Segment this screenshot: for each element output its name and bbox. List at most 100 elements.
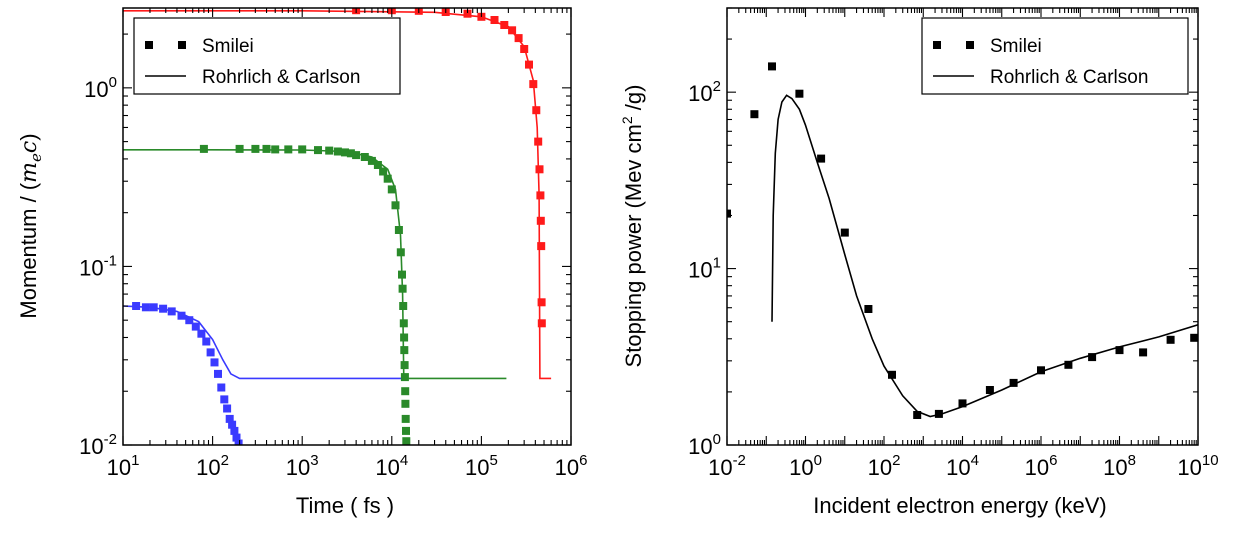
momentum-series-0-point-15	[223, 404, 232, 413]
momentum-series-1-point-12	[352, 151, 361, 160]
stopping-power-series-0-point-16	[1115, 346, 1124, 355]
momentum-series-0-point-6	[185, 316, 194, 325]
momentum-series-1-point-22	[398, 270, 406, 279]
stopping-power-series-0-point-14	[1064, 360, 1073, 369]
momentum-series-0-point-7	[191, 322, 200, 331]
stopping-power-series-0-point-19	[1190, 333, 1198, 342]
stopping-power-y-axis-title-tail: /g)	[621, 85, 646, 117]
momentum-series-1-point-7	[314, 146, 322, 155]
momentum-series-1-point-23	[398, 284, 407, 293]
stopping-power-series-0-point-7	[888, 370, 896, 379]
stopping-power-y-axis-title: Stopping power (Mev cm2 /g)	[619, 85, 646, 368]
momentum-chart: 101 102 103 104 105 106 10-2 10-1 100 Time ( fs …	[16, 7, 587, 518]
momentum-x-tick-label-4: 105	[465, 452, 498, 480]
momentum-series-0-point-4	[167, 307, 176, 316]
stopping-power-x-tick-label-0: 10-2	[708, 452, 746, 480]
stopping-power-series-0-point-17	[1139, 348, 1148, 357]
momentum-series-1-point-19	[391, 201, 400, 210]
stopping-power-x-tick-label-1: 100	[789, 452, 822, 480]
stopping-power-x-tick-label-3: 104	[946, 452, 979, 480]
momentum-series-1-point-0	[199, 144, 208, 153]
momentum-y-axis-title-mass: m	[17, 162, 42, 183]
momentum-series-0-point-20	[234, 439, 243, 445]
momentum-series-1-point-6	[298, 145, 307, 154]
momentum-series-0-point-10	[206, 348, 215, 357]
momentum-y-axis-title-close: )	[16, 133, 41, 140]
momentum-series-0-point-2	[149, 303, 158, 312]
stopping-power-series-0-point-10	[958, 399, 967, 408]
momentum-series-2-point-15	[535, 165, 544, 174]
momentum-series-0-point-13	[217, 383, 226, 392]
stopping-power-series-0-point-13	[1037, 366, 1045, 375]
stopping-power-x-tick-label-4: 106	[1025, 452, 1058, 480]
stopping-power-legend-label-rohrlich: Rohrlich & Carlson	[990, 67, 1148, 88]
momentum-y-axis-title-text: Momentum / (	[16, 182, 41, 318]
momentum-series-1-point-31	[401, 399, 410, 408]
momentum-series-1-point-28	[400, 361, 409, 370]
stopping-power-x-tick-label-2: 102	[868, 452, 901, 480]
stopping-power-series-0-point-9	[934, 409, 943, 418]
momentum-series-1-point-3	[262, 144, 271, 153]
stopping-power-x-tick-label-5: 108	[1103, 452, 1136, 480]
momentum-series-0-point-17	[228, 420, 237, 429]
momentum-series-1-point-34	[402, 437, 411, 445]
stopping-power-y-tick-label-0: 100	[688, 431, 721, 459]
momentum-y-axis-title-mass-sub: e	[27, 153, 45, 162]
momentum-series-2-point-11	[525, 60, 533, 69]
stopping-power-series-0-point-1	[750, 110, 759, 119]
momentum-series-2-point-20	[537, 319, 546, 328]
momentum-series-0-point-16	[225, 414, 234, 423]
momentum-series-0-point-19	[232, 433, 241, 442]
stopping-power-legend-label-smilei: Smilei	[990, 36, 1042, 57]
momentum-series-1-point-16	[379, 167, 388, 176]
momentum-legend: Smilei Rohrlich & Carlson	[133, 17, 401, 95]
momentum-series-1-point-5	[284, 145, 293, 154]
stopping-power-x-axis-title: Incident electron energy (keV)	[813, 493, 1107, 518]
momentum-x-tick-label-3: 104	[375, 452, 408, 480]
momentum-series-1-point-10	[341, 148, 349, 157]
momentum-y-tick-label-2: 100	[84, 74, 117, 102]
stopping-power-series-0-point-0	[727, 209, 731, 218]
momentum-series-2-point-19	[537, 298, 546, 307]
stopping-power-legend-box	[921, 17, 1189, 95]
momentum-series-2-point-9	[514, 34, 523, 43]
momentum-series-2-point-8	[508, 26, 517, 35]
momentum-series-1-point-33	[402, 426, 410, 435]
stopping-power-series-0-point-11	[985, 386, 994, 394]
stopping-power-y-tick-label-2: 102	[688, 78, 721, 106]
momentum-series-1-point-25	[399, 319, 408, 328]
momentum-x-tick-label-2: 103	[286, 452, 319, 480]
momentum-series-1-point-17	[383, 174, 392, 183]
momentum-y-tick-label-1: 10-1	[79, 252, 117, 280]
momentum-plot-frame	[122, 7, 572, 446]
stopping-power-series-0-point-15	[1088, 353, 1097, 362]
momentum-series-2-point-7	[500, 21, 509, 29]
stopping-power-series-0-point-3	[795, 89, 804, 98]
momentum-y-axis-title-c: c	[17, 141, 42, 153]
momentum-series-2-point-13	[532, 106, 541, 115]
momentum-x-axis-title: Time ( fs )	[296, 493, 394, 518]
momentum-series-1-point-21	[396, 248, 405, 257]
stopping-power-series-0-point-18	[1166, 335, 1175, 344]
momentum-legend-box	[133, 17, 401, 95]
stopping-power-legend-marker-smilei-2	[966, 41, 974, 49]
stopping-power-series-0-point-5	[840, 228, 849, 237]
stopping-power-series-0-point-6	[864, 305, 873, 313]
momentum-legend-label-smilei: Smilei	[202, 36, 254, 57]
momentum-series-1-point-15	[373, 161, 382, 169]
momentum-series-0-point-9	[202, 337, 211, 346]
momentum-series-1-point-4	[271, 145, 280, 154]
stopping-power-x-tick-label-6: 1010	[1177, 452, 1218, 480]
momentum-legend-label-rohrlich: Rohrlich & Carlson	[202, 67, 360, 88]
momentum-series-1-line	[123, 149, 507, 380]
momentum-series-1-point-14	[367, 156, 376, 165]
momentum-axis-ticks: 101 102 103 104 105 106 10-2 10-1 100	[79, 8, 587, 480]
momentum-x-tick-label-1: 102	[196, 452, 229, 480]
momentum-legend-marker-smilei-2	[178, 41, 186, 49]
momentum-series-0-point-14	[220, 395, 229, 404]
momentum-legend-marker-smilei-1	[145, 41, 153, 49]
momentum-x-tick-label-0: 101	[107, 452, 140, 480]
stopping-power-legend-marker-smilei-1	[933, 41, 941, 49]
momentum-series-1-point-2	[251, 144, 260, 153]
